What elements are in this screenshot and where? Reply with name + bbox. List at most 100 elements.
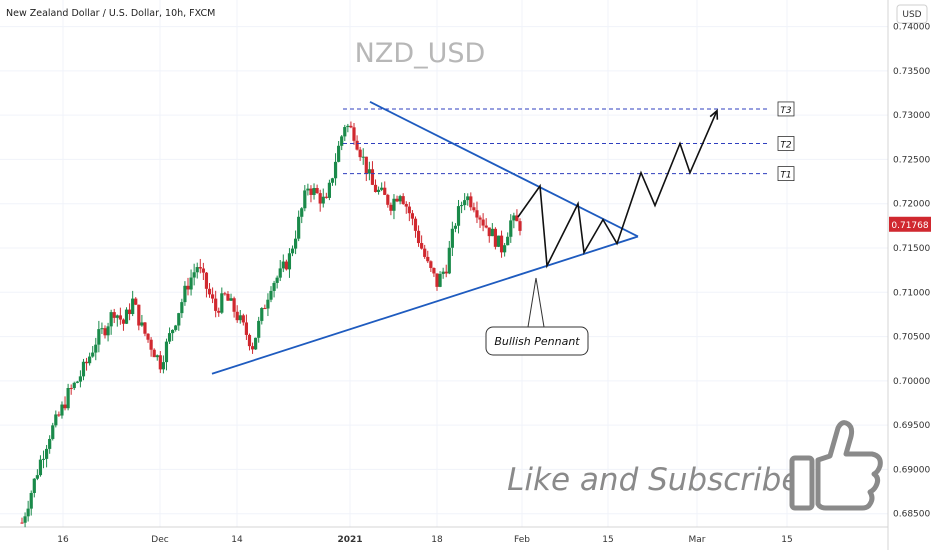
candle-body <box>410 213 415 219</box>
price-tick-label: 0.70500 <box>893 333 930 343</box>
pattern-label: Bullish Pennant <box>494 335 580 348</box>
candle-body <box>100 328 104 330</box>
candle-body <box>84 361 89 364</box>
candle-body <box>131 298 135 315</box>
candle-body <box>232 298 236 312</box>
candle-body <box>432 267 436 274</box>
time-tick-label: 2021 <box>337 535 362 545</box>
candle-body <box>444 271 448 274</box>
candle-body <box>364 156 368 174</box>
candle-body <box>281 261 285 269</box>
projection-line <box>517 110 718 269</box>
candle-body <box>121 319 126 324</box>
candle-body <box>284 261 288 270</box>
candle-body <box>456 206 461 226</box>
candle-body <box>318 193 322 204</box>
candle-body <box>290 248 295 254</box>
candle-body <box>330 178 335 183</box>
candle-body <box>241 315 245 323</box>
candle-body <box>254 337 258 350</box>
candle-body <box>60 404 64 416</box>
price-axis[interactable]: 0.74000 0.73500 0.73000 0.72500 0.72000 0.715… <box>893 23 930 520</box>
candle-body <box>29 492 33 509</box>
time-tick-label: 16 <box>57 535 69 545</box>
candle-body <box>149 339 153 350</box>
candle-body <box>340 136 344 146</box>
candle-body <box>515 215 519 222</box>
time-tick-label: 14 <box>231 535 243 545</box>
candles <box>20 121 522 528</box>
candle-body <box>272 282 276 291</box>
candle-body <box>395 198 399 202</box>
candle-body <box>180 302 184 314</box>
projection-path <box>517 109 719 269</box>
candle-body <box>450 228 454 248</box>
candle-body <box>183 285 187 303</box>
candle-body <box>355 140 359 150</box>
trendline-pennant-lower <box>211 235 639 375</box>
candle-body <box>112 312 116 318</box>
candle-body <box>32 478 36 493</box>
candle-body <box>343 127 347 137</box>
watermark-title: NZD_USD <box>355 38 486 69</box>
candle-body <box>124 309 129 324</box>
currency-badge[interactable] <box>896 4 928 24</box>
candle-body <box>420 243 424 249</box>
candle-body <box>441 271 445 274</box>
candle-body <box>373 184 378 192</box>
candle-body <box>244 322 249 335</box>
candle-body <box>63 404 67 409</box>
candle-body <box>263 308 267 310</box>
target-label-t1: T1 <box>780 171 791 181</box>
symbol-header: New Zealand Dollar / U.S. Dollar, 10h, F… <box>6 8 215 19</box>
candle-body <box>177 313 181 326</box>
candle-body <box>346 125 350 128</box>
candle-body <box>229 298 233 301</box>
price-tick-label: 0.71500 <box>893 244 930 254</box>
candle-body <box>493 228 498 247</box>
candle-body <box>423 248 427 257</box>
candle-body <box>287 253 292 270</box>
candle-body <box>69 388 73 390</box>
candle-body <box>146 333 150 340</box>
candle-body <box>383 187 387 195</box>
time-axis[interactable]: 16 Dec 14 2021 18 Feb 15 Mar 15 <box>57 535 792 545</box>
candle-body <box>475 210 479 218</box>
candle-body <box>198 267 202 269</box>
candle-body <box>503 245 507 253</box>
price-tick-label: 0.68500 <box>893 510 930 520</box>
candle-body <box>370 169 375 185</box>
candle-body <box>478 217 482 220</box>
candle-body <box>75 381 79 383</box>
candle-body <box>312 188 316 195</box>
candle-body <box>35 475 39 479</box>
candle-body <box>349 125 353 128</box>
pattern-callout: Bullish Pennant <box>485 277 589 356</box>
candle-body <box>512 215 516 221</box>
candle-body <box>404 203 408 207</box>
candle-body <box>155 355 159 358</box>
candle-body <box>260 308 264 321</box>
trendline-pennant-upper <box>369 101 639 238</box>
candle-body <box>220 293 224 313</box>
candle-body <box>210 294 215 299</box>
candle-body <box>380 187 384 190</box>
candle-body <box>171 329 175 334</box>
time-tick-label: Mar <box>689 535 706 545</box>
candle-body <box>94 344 98 353</box>
price-tick-label: 0.72500 <box>893 155 930 165</box>
time-tick-label: Feb <box>514 535 530 545</box>
candle-body <box>247 334 252 347</box>
price-tick-label: 0.73500 <box>893 67 930 77</box>
candle-body <box>389 204 393 211</box>
candle-body <box>109 312 113 327</box>
candle-body <box>469 196 473 208</box>
price-tick-label: 0.69500 <box>893 421 930 431</box>
candle-body <box>463 200 467 206</box>
price-tick-label: 0.69000 <box>893 465 930 475</box>
candle-body <box>20 522 24 524</box>
candle-body <box>278 268 282 278</box>
candle-body <box>201 268 205 273</box>
candle-body <box>333 161 338 179</box>
